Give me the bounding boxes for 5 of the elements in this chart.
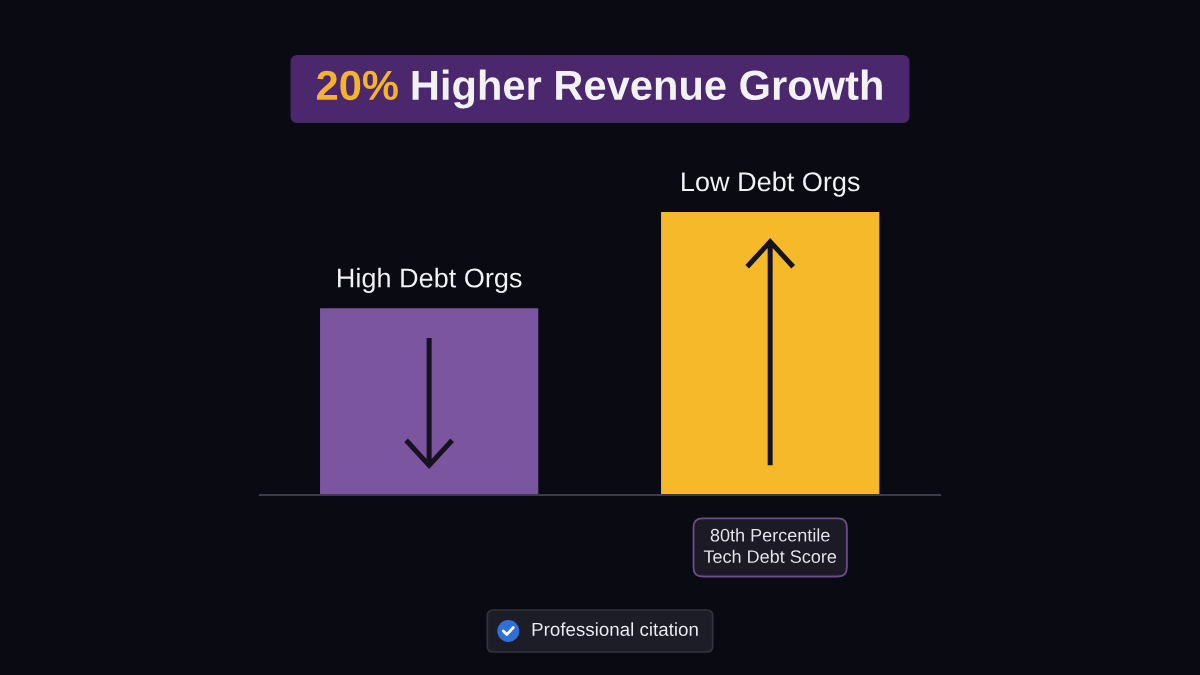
text: 80th Percentile Tech Debt Score — [703, 528, 837, 564]
x-tick-label: Low Debt Orgs — [682, 171, 860, 197]
chart-title: 20% Higher Revenue Growth — [317, 69, 882, 109]
text: Professional citation — [532, 622, 698, 637]
x-tick-label: High Debt Orgs — [338, 267, 522, 293]
